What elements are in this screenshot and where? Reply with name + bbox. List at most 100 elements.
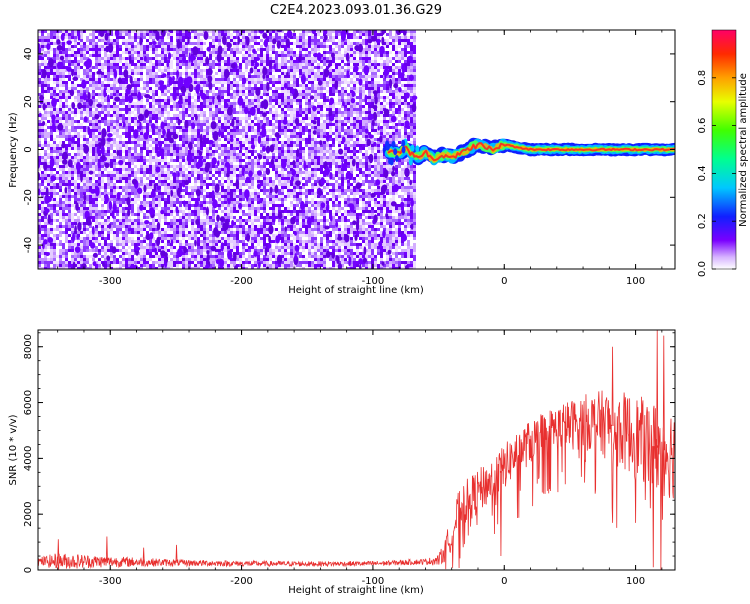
noise-cell [218, 123, 221, 126]
noise-cell [92, 87, 95, 90]
noise-cell [50, 135, 53, 138]
noise-cell [224, 123, 227, 126]
noise-cell [107, 87, 110, 90]
noise-cell [227, 90, 230, 93]
noise-cell [80, 57, 83, 60]
noise-cell [74, 99, 77, 102]
noise-cell [338, 66, 341, 69]
noise-cell [182, 156, 185, 159]
noise-cell [290, 165, 293, 168]
noise-cell [341, 45, 344, 48]
noise-cell [65, 135, 68, 138]
noise-cell [356, 138, 359, 141]
noise-cell [113, 111, 116, 114]
noise-cell [164, 120, 167, 123]
noise-cell [344, 39, 347, 42]
noise-cell [278, 153, 281, 156]
noise-cell [179, 156, 182, 159]
noise-cell [293, 114, 296, 117]
noise-cell [239, 123, 242, 126]
noise-cell [38, 78, 41, 81]
noise-cell [140, 87, 143, 90]
noise-cell [38, 144, 41, 147]
noise-cell [305, 168, 308, 171]
noise-cell [332, 120, 335, 123]
noise-cell [332, 105, 335, 108]
noise-cell [224, 168, 227, 171]
noise-cell [77, 153, 80, 156]
noise-cell [359, 129, 362, 132]
noise-cell [77, 120, 80, 123]
noise-cell [59, 111, 62, 114]
noise-cell [380, 150, 383, 153]
noise-cell [395, 87, 398, 90]
noise-cell [74, 126, 77, 129]
noise-cell [284, 81, 287, 84]
noise-cell [158, 99, 161, 102]
noise-cell [296, 144, 299, 147]
noise-cell [206, 156, 209, 159]
noise-cell [344, 117, 347, 120]
noise-cell [224, 156, 227, 159]
noise-cell [134, 120, 137, 123]
noise-cell [284, 75, 287, 78]
noise-cell [251, 123, 254, 126]
noise-cell [233, 117, 236, 120]
noise-cell [233, 60, 236, 63]
noise-cell [368, 102, 371, 105]
noise-cell [185, 39, 188, 42]
noise-cell [311, 51, 314, 54]
noise-cell [248, 150, 251, 153]
noise-cell [152, 99, 155, 102]
noise-cell [194, 171, 197, 174]
noise-cell [323, 78, 326, 81]
noise-cell [305, 117, 308, 120]
noise-cell [305, 48, 308, 51]
noise-cell [281, 129, 284, 132]
noise-cell [191, 105, 194, 108]
noise-cell [362, 75, 365, 78]
noise-cell [179, 111, 182, 114]
noise-cell [107, 39, 110, 42]
noise-cell [53, 57, 56, 60]
noise-cell [149, 129, 152, 132]
noise-cell [188, 51, 191, 54]
noise-cell [374, 63, 377, 66]
noise-cell [302, 30, 305, 33]
noise-cell [410, 87, 413, 90]
noise-cell [293, 63, 296, 66]
noise-cell [356, 150, 359, 153]
noise-cell [356, 36, 359, 39]
noise-cell [179, 153, 182, 156]
noise-cell [128, 102, 131, 105]
noise-cell [368, 162, 371, 165]
noise-cell [413, 141, 416, 144]
noise-cell [347, 162, 350, 165]
noise-cell [359, 120, 362, 123]
noise-cell [62, 132, 65, 135]
noise-cell [68, 105, 71, 108]
noise-cell [143, 168, 146, 171]
noise-cell [122, 84, 125, 87]
noise-cell [392, 132, 395, 135]
noise-cell [218, 63, 221, 66]
noise-cell [320, 39, 323, 42]
noise-cell [143, 60, 146, 63]
noise-cell [350, 126, 353, 129]
noise-cell [356, 159, 359, 162]
noise-cell [59, 69, 62, 72]
noise-cell [299, 147, 302, 150]
noise-cell [344, 147, 347, 150]
noise-cell [314, 87, 317, 90]
noise-cell [230, 57, 233, 60]
noise-cell [359, 168, 362, 171]
noise-cell [374, 153, 377, 156]
noise-cell [335, 72, 338, 75]
noise-cell [401, 99, 404, 102]
noise-cell [113, 90, 116, 93]
noise-cell [320, 117, 323, 120]
noise-cell [110, 84, 113, 87]
noise-cell [80, 36, 83, 39]
noise-cell [281, 126, 284, 129]
noise-cell [65, 51, 68, 54]
